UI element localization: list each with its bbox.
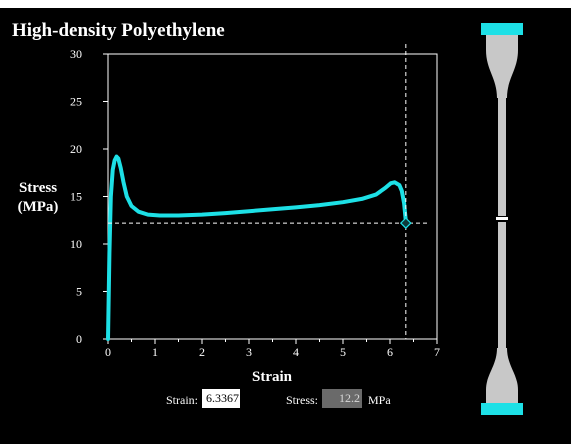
y-tick-label: 15 — [70, 190, 82, 204]
x-axis-label: Strain — [251, 369, 292, 385]
strain-field-label: Strain: — [166, 393, 198, 407]
stress-strain-curve — [106, 154, 408, 341]
specimen-upper-gauge — [498, 96, 506, 216]
top-grip — [481, 23, 523, 35]
strain-input[interactable]: 6.3367 — [202, 389, 240, 408]
x-tick-label: 7 — [434, 345, 440, 359]
y-tick-label: 10 — [70, 237, 82, 251]
y-axis-label-line1: Stress — [18, 180, 58, 196]
stress-field-label: Stress: — [286, 393, 319, 407]
bottom-grip — [481, 403, 523, 415]
specimen-lower-shoulder — [486, 348, 518, 403]
tensile-test-app: High-density Polyethylene 0 1 2 3 4 5 6 7 0 5 10 15… — [0, 8, 571, 444]
y-tick-label: 5 — [76, 285, 82, 299]
page-title: High-density Polyethylene — [12, 20, 225, 41]
x-tick-label: 5 — [340, 345, 346, 359]
y-tick-label: 20 — [70, 142, 82, 156]
x-tick-label: 6 — [387, 345, 393, 359]
y-tick-label: 0 — [76, 332, 82, 346]
stress-readout: 12.2 — [322, 389, 362, 408]
specimen-upper-shoulder — [486, 35, 518, 98]
specimen-fracture-mark — [496, 217, 508, 220]
x-tick-label: 2 — [199, 345, 205, 359]
y-tick-label: 25 — [70, 95, 82, 109]
cursor-marker-icon[interactable] — [399, 217, 412, 229]
stress-unit-label: MPa — [368, 393, 391, 407]
stress-strain-chart[interactable]: 0 1 2 3 4 5 6 7 0 5 10 15 20 25 30 — [0, 8, 571, 444]
y-tick-label: 30 — [70, 47, 82, 61]
x-tick-label: 0 — [105, 345, 111, 359]
x-tick-label: 3 — [246, 345, 252, 359]
y-axis-label-line2: (MPa) — [17, 199, 59, 215]
x-tick-label: 4 — [293, 345, 299, 359]
plot-frame — [107, 53, 438, 340]
specimen-lower-gauge — [498, 222, 506, 350]
x-tick-label: 1 — [152, 345, 158, 359]
